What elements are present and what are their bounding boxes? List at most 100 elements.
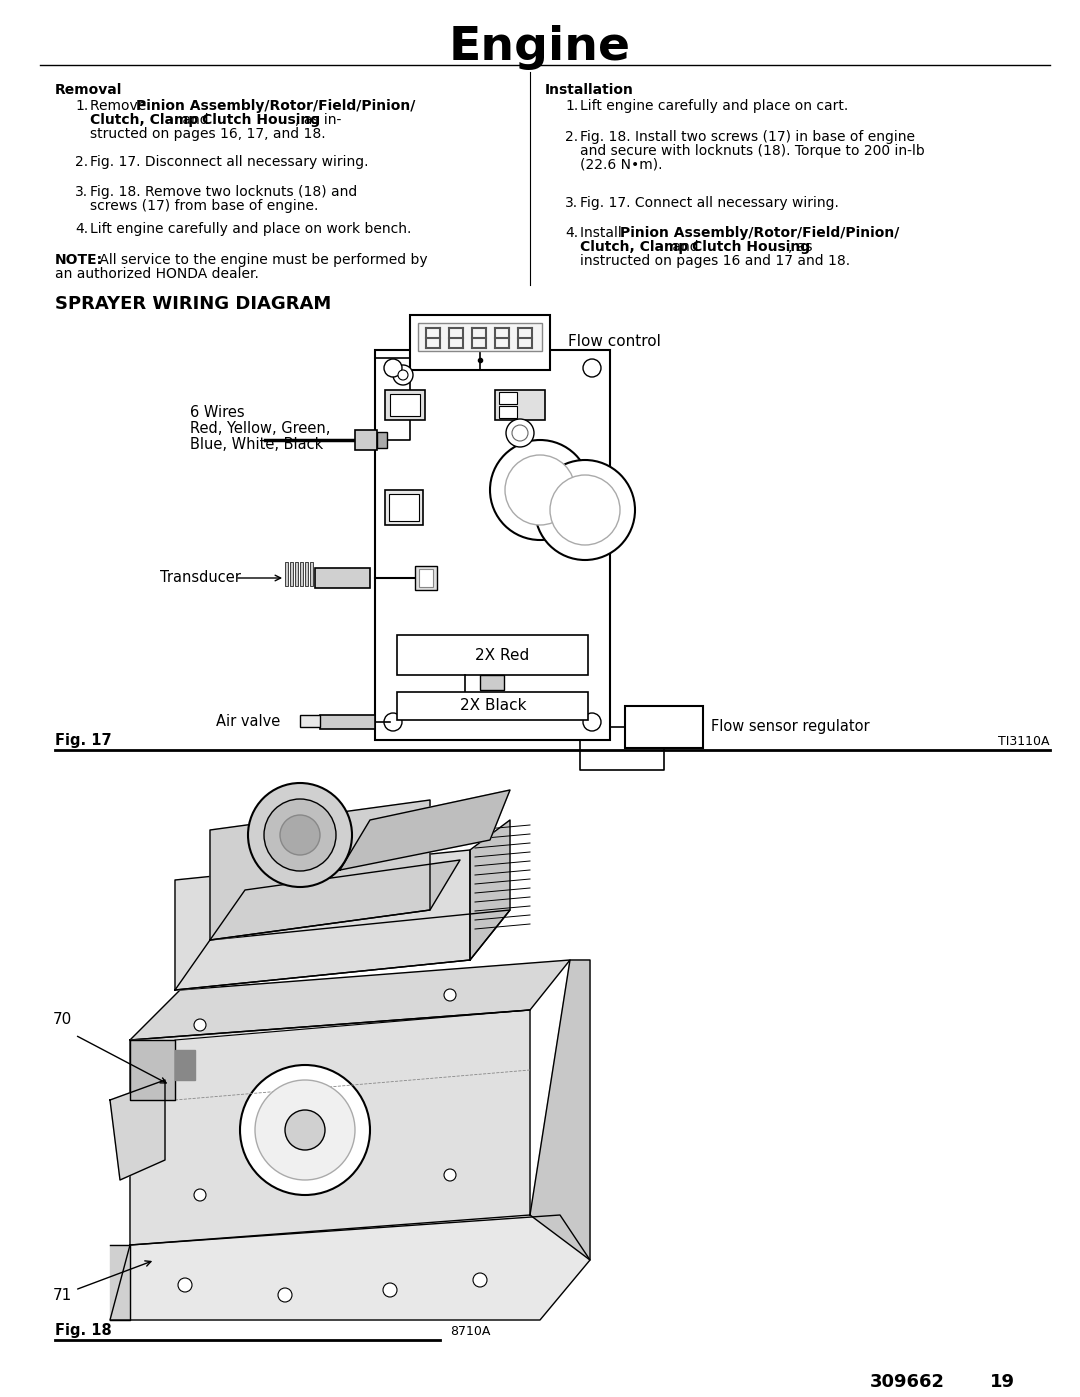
Text: (22.6 N•m).: (22.6 N•m). bbox=[580, 158, 662, 172]
Polygon shape bbox=[340, 789, 510, 870]
Circle shape bbox=[383, 1282, 397, 1296]
Circle shape bbox=[583, 359, 600, 377]
Text: Clutch, Clamp: Clutch, Clamp bbox=[90, 113, 199, 127]
Circle shape bbox=[505, 455, 575, 525]
Text: Clutch Housing: Clutch Housing bbox=[202, 113, 320, 127]
Text: structed on pages 16, 17, and 18.: structed on pages 16, 17, and 18. bbox=[90, 127, 326, 141]
Text: Installation: Installation bbox=[545, 82, 634, 96]
Bar bbox=[355, 430, 377, 450]
Circle shape bbox=[550, 475, 620, 545]
Polygon shape bbox=[210, 861, 460, 940]
Circle shape bbox=[248, 782, 352, 887]
Bar bbox=[397, 692, 588, 719]
Bar bbox=[295, 562, 298, 585]
Text: Lift engine carefully and place on work bench.: Lift engine carefully and place on work … bbox=[90, 222, 411, 236]
Bar bbox=[300, 562, 303, 585]
Bar bbox=[305, 562, 308, 585]
Text: 2.: 2. bbox=[565, 130, 578, 144]
Bar bbox=[625, 705, 703, 747]
Polygon shape bbox=[175, 909, 510, 990]
Bar bbox=[480, 675, 504, 690]
Text: NOTE:: NOTE: bbox=[55, 253, 103, 267]
Circle shape bbox=[240, 1065, 370, 1194]
Bar bbox=[291, 562, 293, 585]
Text: 70: 70 bbox=[52, 1013, 71, 1028]
Circle shape bbox=[507, 419, 534, 447]
Polygon shape bbox=[110, 1245, 130, 1320]
Polygon shape bbox=[175, 1051, 195, 1080]
Text: Air valve: Air valve bbox=[216, 714, 280, 729]
Text: 1.: 1. bbox=[75, 99, 89, 113]
Circle shape bbox=[384, 359, 402, 377]
Circle shape bbox=[278, 1288, 292, 1302]
Text: Fig. 17: Fig. 17 bbox=[55, 733, 111, 747]
Text: 4.: 4. bbox=[75, 222, 89, 236]
Polygon shape bbox=[130, 1039, 175, 1099]
Text: 3.: 3. bbox=[565, 196, 578, 210]
Text: 1.: 1. bbox=[565, 99, 578, 113]
Polygon shape bbox=[110, 1080, 165, 1180]
Text: 4.: 4. bbox=[565, 226, 578, 240]
Circle shape bbox=[535, 460, 635, 560]
Bar bbox=[375, 351, 610, 740]
Polygon shape bbox=[130, 960, 570, 1039]
Text: TI3110A: TI3110A bbox=[999, 735, 1050, 747]
Text: 309662: 309662 bbox=[870, 1373, 945, 1391]
Text: Flow sensor regulator: Flow sensor regulator bbox=[711, 719, 869, 735]
Bar bbox=[495, 390, 545, 420]
Polygon shape bbox=[110, 1215, 590, 1320]
Circle shape bbox=[255, 1080, 355, 1180]
Bar bbox=[389, 495, 419, 521]
Circle shape bbox=[393, 365, 413, 386]
Circle shape bbox=[583, 712, 600, 731]
Text: Remove: Remove bbox=[90, 99, 150, 113]
Text: Flow control: Flow control bbox=[568, 334, 661, 349]
Text: Pinion Assembly/Rotor/Field/Pinion/: Pinion Assembly/Rotor/Field/Pinion/ bbox=[136, 99, 416, 113]
Bar bbox=[310, 562, 313, 585]
Circle shape bbox=[512, 425, 528, 441]
Circle shape bbox=[178, 1278, 192, 1292]
Text: and secure with locknuts (18). Torque to 200 in-lb: and secure with locknuts (18). Torque to… bbox=[580, 144, 924, 158]
Bar bbox=[415, 566, 437, 590]
Text: , as: , as bbox=[788, 240, 812, 254]
Text: 71: 71 bbox=[52, 1288, 71, 1302]
Text: 2.: 2. bbox=[75, 155, 89, 169]
Circle shape bbox=[384, 712, 402, 731]
Circle shape bbox=[194, 1018, 206, 1031]
Text: Install: Install bbox=[580, 226, 626, 240]
Text: Blue, White, Black: Blue, White, Black bbox=[190, 437, 323, 453]
Bar bbox=[499, 393, 517, 404]
Circle shape bbox=[490, 440, 590, 541]
Text: Clutch Housing: Clutch Housing bbox=[692, 240, 810, 254]
Text: Fig. 17. Disconnect all necessary wiring.: Fig. 17. Disconnect all necessary wiring… bbox=[90, 155, 368, 169]
Text: All service to the engine must be performed by: All service to the engine must be perfor… bbox=[95, 253, 428, 267]
Text: 3.: 3. bbox=[75, 184, 89, 198]
Polygon shape bbox=[130, 1010, 530, 1245]
Polygon shape bbox=[530, 960, 590, 1260]
Bar bbox=[390, 394, 420, 416]
Polygon shape bbox=[175, 849, 470, 990]
Bar bbox=[320, 715, 375, 729]
Bar bbox=[418, 323, 542, 351]
Bar bbox=[499, 407, 517, 418]
Bar bbox=[384, 490, 423, 525]
Bar bbox=[285, 562, 288, 585]
Text: , as in-: , as in- bbox=[295, 113, 341, 127]
Text: 2X Black: 2X Black bbox=[460, 697, 527, 712]
Text: 8710A: 8710A bbox=[450, 1324, 490, 1338]
Polygon shape bbox=[210, 800, 430, 940]
Text: SPRAYER WIRING DIAGRAM: SPRAYER WIRING DIAGRAM bbox=[55, 295, 332, 313]
Text: 2X Red: 2X Red bbox=[475, 647, 529, 662]
Text: Removal: Removal bbox=[55, 82, 122, 96]
Circle shape bbox=[399, 370, 408, 380]
Text: Fig. 18: Fig. 18 bbox=[55, 1323, 111, 1338]
Circle shape bbox=[444, 989, 456, 1002]
Circle shape bbox=[264, 799, 336, 870]
Bar bbox=[315, 569, 370, 588]
Text: and: and bbox=[178, 113, 213, 127]
Circle shape bbox=[280, 814, 320, 855]
Polygon shape bbox=[470, 820, 510, 960]
Text: instructed on pages 16 and 17 and 18.: instructed on pages 16 and 17 and 18. bbox=[580, 254, 850, 268]
Bar bbox=[377, 432, 387, 448]
Bar bbox=[384, 390, 426, 420]
